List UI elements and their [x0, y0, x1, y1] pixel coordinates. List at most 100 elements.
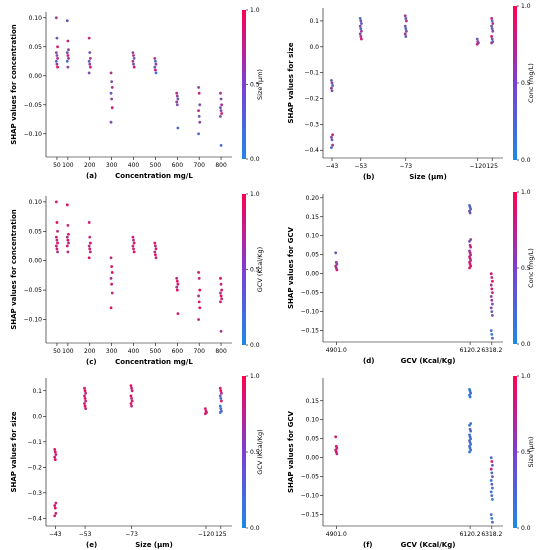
data-point	[132, 241, 136, 245]
data-point	[405, 19, 408, 23]
panel-f: −0.15 −0.10 −0.05 0.00 0.05 0.10 0.15 4901.0 612…	[287, 373, 535, 549]
y-axis-label: SHAP values for size	[287, 42, 295, 123]
data-point	[88, 247, 92, 251]
data-point	[360, 37, 363, 41]
data-point	[219, 329, 223, 333]
y-tick-label: 0.10	[29, 199, 43, 206]
data-point	[404, 16, 408, 20]
data-point	[154, 71, 158, 75]
data-point	[197, 294, 200, 298]
data-point	[198, 306, 202, 310]
data-point	[359, 27, 363, 31]
data-point	[83, 404, 87, 408]
data-point	[54, 501, 58, 505]
data-point	[490, 16, 493, 20]
panel-label: (c)	[86, 358, 97, 366]
data-point	[131, 244, 135, 248]
data-point	[55, 62, 59, 66]
data-point	[132, 65, 136, 69]
data-point	[54, 453, 58, 456]
y-tick-label: 0.00	[29, 73, 43, 80]
data-point	[175, 276, 179, 280]
x-tick-label: 600	[172, 162, 184, 169]
data-point	[129, 402, 133, 405]
data-point	[131, 59, 135, 63]
data-point	[154, 59, 157, 63]
colorbar-label: Size (µm)	[527, 437, 535, 468]
data-point	[198, 120, 202, 124]
x-tick-label: 6318.2	[481, 531, 502, 538]
data-point	[154, 244, 157, 248]
colorbar-tick-label: 1.0	[250, 7, 260, 14]
data-point	[55, 247, 59, 251]
data-point	[330, 135, 333, 139]
data-point	[88, 51, 92, 54]
colorbar-label: Conc (mg/L)	[527, 63, 535, 103]
data-point	[110, 80, 114, 83]
data-point	[490, 460, 494, 463]
y-tick-label: 0.0	[32, 413, 42, 420]
colorbar	[513, 192, 517, 344]
data-point	[87, 36, 91, 40]
data-point	[130, 389, 134, 393]
data-point	[154, 247, 158, 251]
x-axis-label: Concentration mg/L	[115, 172, 193, 180]
x-axis-label: Size (µm)	[409, 173, 447, 181]
data-point	[468, 450, 471, 454]
data-point	[154, 256, 158, 260]
y-axis-label: SHAP values for concentration	[10, 24, 18, 145]
data-point	[132, 247, 135, 251]
x-tick-label: 6318.2	[481, 347, 502, 354]
data-point	[403, 24, 407, 28]
colorbar-tick-label: 0.0	[521, 525, 531, 532]
panel-c: −0.10 −0.05 0.00 0.05 0.10 50 100 200 300 400 500 6…	[10, 191, 264, 366]
data-point	[489, 490, 493, 494]
data-point	[491, 498, 494, 501]
data-point	[403, 14, 407, 18]
data-point	[88, 241, 92, 245]
y-tick-label: −0.10	[24, 316, 43, 323]
data-point	[153, 250, 157, 254]
y-tick-label: −0.1	[304, 70, 319, 77]
data-point	[330, 138, 334, 142]
y-tick-label: −0.2	[27, 464, 42, 471]
data-point	[330, 79, 333, 82]
data-point	[54, 16, 58, 20]
x-tick-label: −73	[125, 531, 138, 538]
x-tick-label: 300	[106, 348, 118, 355]
data-point	[331, 133, 334, 137]
x-tick-label: 300	[106, 162, 118, 169]
colorbar-tick-label: 0.0	[521, 341, 531, 348]
data-point	[490, 35, 493, 38]
data-point	[491, 314, 494, 317]
data-point	[358, 24, 362, 28]
data-point	[468, 211, 472, 215]
x-axis-label: GCV (Kcal/Kg)	[401, 541, 456, 549]
data-point	[334, 251, 338, 255]
x-tick-label: −120	[470, 163, 487, 170]
data-point	[154, 253, 157, 257]
data-point	[130, 386, 133, 390]
data-point	[83, 397, 87, 400]
colorbar-tick-label: 1.0	[250, 373, 260, 380]
colorbar-tick-label: 0.0	[250, 156, 260, 163]
data-point	[219, 291, 222, 295]
colorbar-tick-label: 0.5	[250, 449, 260, 456]
data-point	[175, 94, 179, 98]
data-point	[55, 36, 59, 40]
data-point	[110, 97, 114, 101]
colorbar-tick-label: 0.5	[250, 267, 260, 274]
y-tick-label: −0.05	[301, 474, 320, 481]
data-point	[491, 29, 495, 33]
x-tick-label: −73	[399, 163, 412, 170]
data-point	[219, 407, 223, 411]
data-point	[154, 62, 158, 66]
data-point	[219, 115, 222, 118]
data-point	[65, 19, 69, 23]
data-point	[132, 54, 135, 57]
data-point	[358, 32, 362, 36]
y-tick-label: −0.15	[301, 328, 320, 335]
x-tick-label: 4901.0	[326, 347, 347, 354]
x-tick-label: −53	[354, 163, 367, 170]
